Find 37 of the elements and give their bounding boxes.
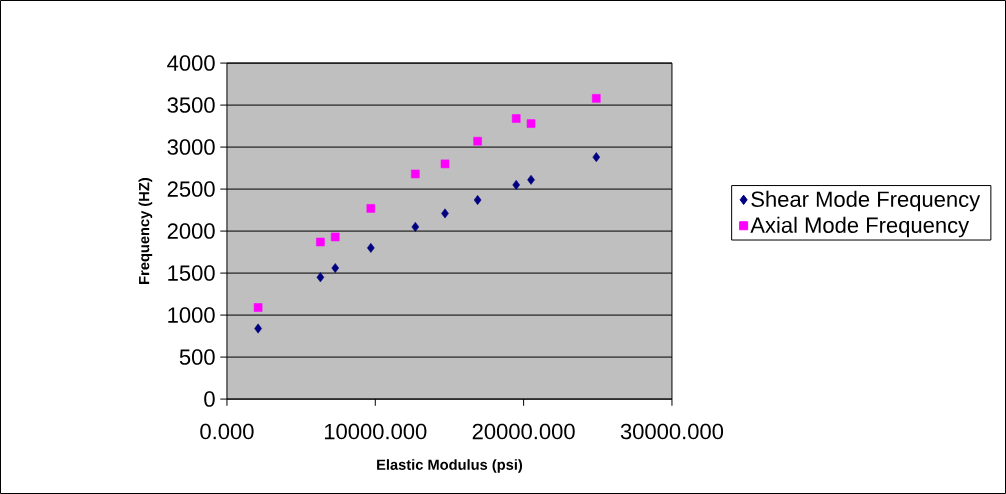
point [411,169,420,179]
point [316,272,325,283]
x-tick-label: 10000.000 [324,423,427,440]
point [592,94,601,103]
point [473,136,482,146]
point [527,174,535,185]
y-tick-label: 3500 [167,97,215,113]
y-tick-label: 3000 [167,139,215,155]
y-tick-label: 2500 [167,181,215,197]
point [253,303,263,312]
point [316,237,325,247]
x-axis-title: Elastic Modulus (psi) [377,459,523,473]
point [366,204,376,213]
point [254,323,262,334]
x-tick-label: 20000.000 [472,423,575,440]
y-tick-label: 0 [204,391,215,407]
point [331,263,339,273]
y-tick-label: 4000 [167,55,215,71]
x-tick-label: 30000.000 [620,423,724,440]
point [440,159,450,169]
point [512,179,520,190]
y-axis-title: Frequency (HZ) [138,178,153,284]
y-tick-label: 1500 [168,265,215,281]
legend-label: Shear Mode Frequency [751,190,981,212]
point [367,242,375,253]
point [330,232,340,242]
y-tick-label: 1000 [168,307,215,323]
x-tick-label: 0.000 [200,423,254,440]
point [473,195,482,205]
point [411,221,420,232]
point [526,119,536,128]
y-tick-label: 2000 [167,223,215,239]
y-tick-label: 500 [179,349,215,365]
legend-label: Axial Mode Frequency [750,216,970,238]
point [441,208,449,219]
point [511,114,521,123]
point [592,152,601,163]
